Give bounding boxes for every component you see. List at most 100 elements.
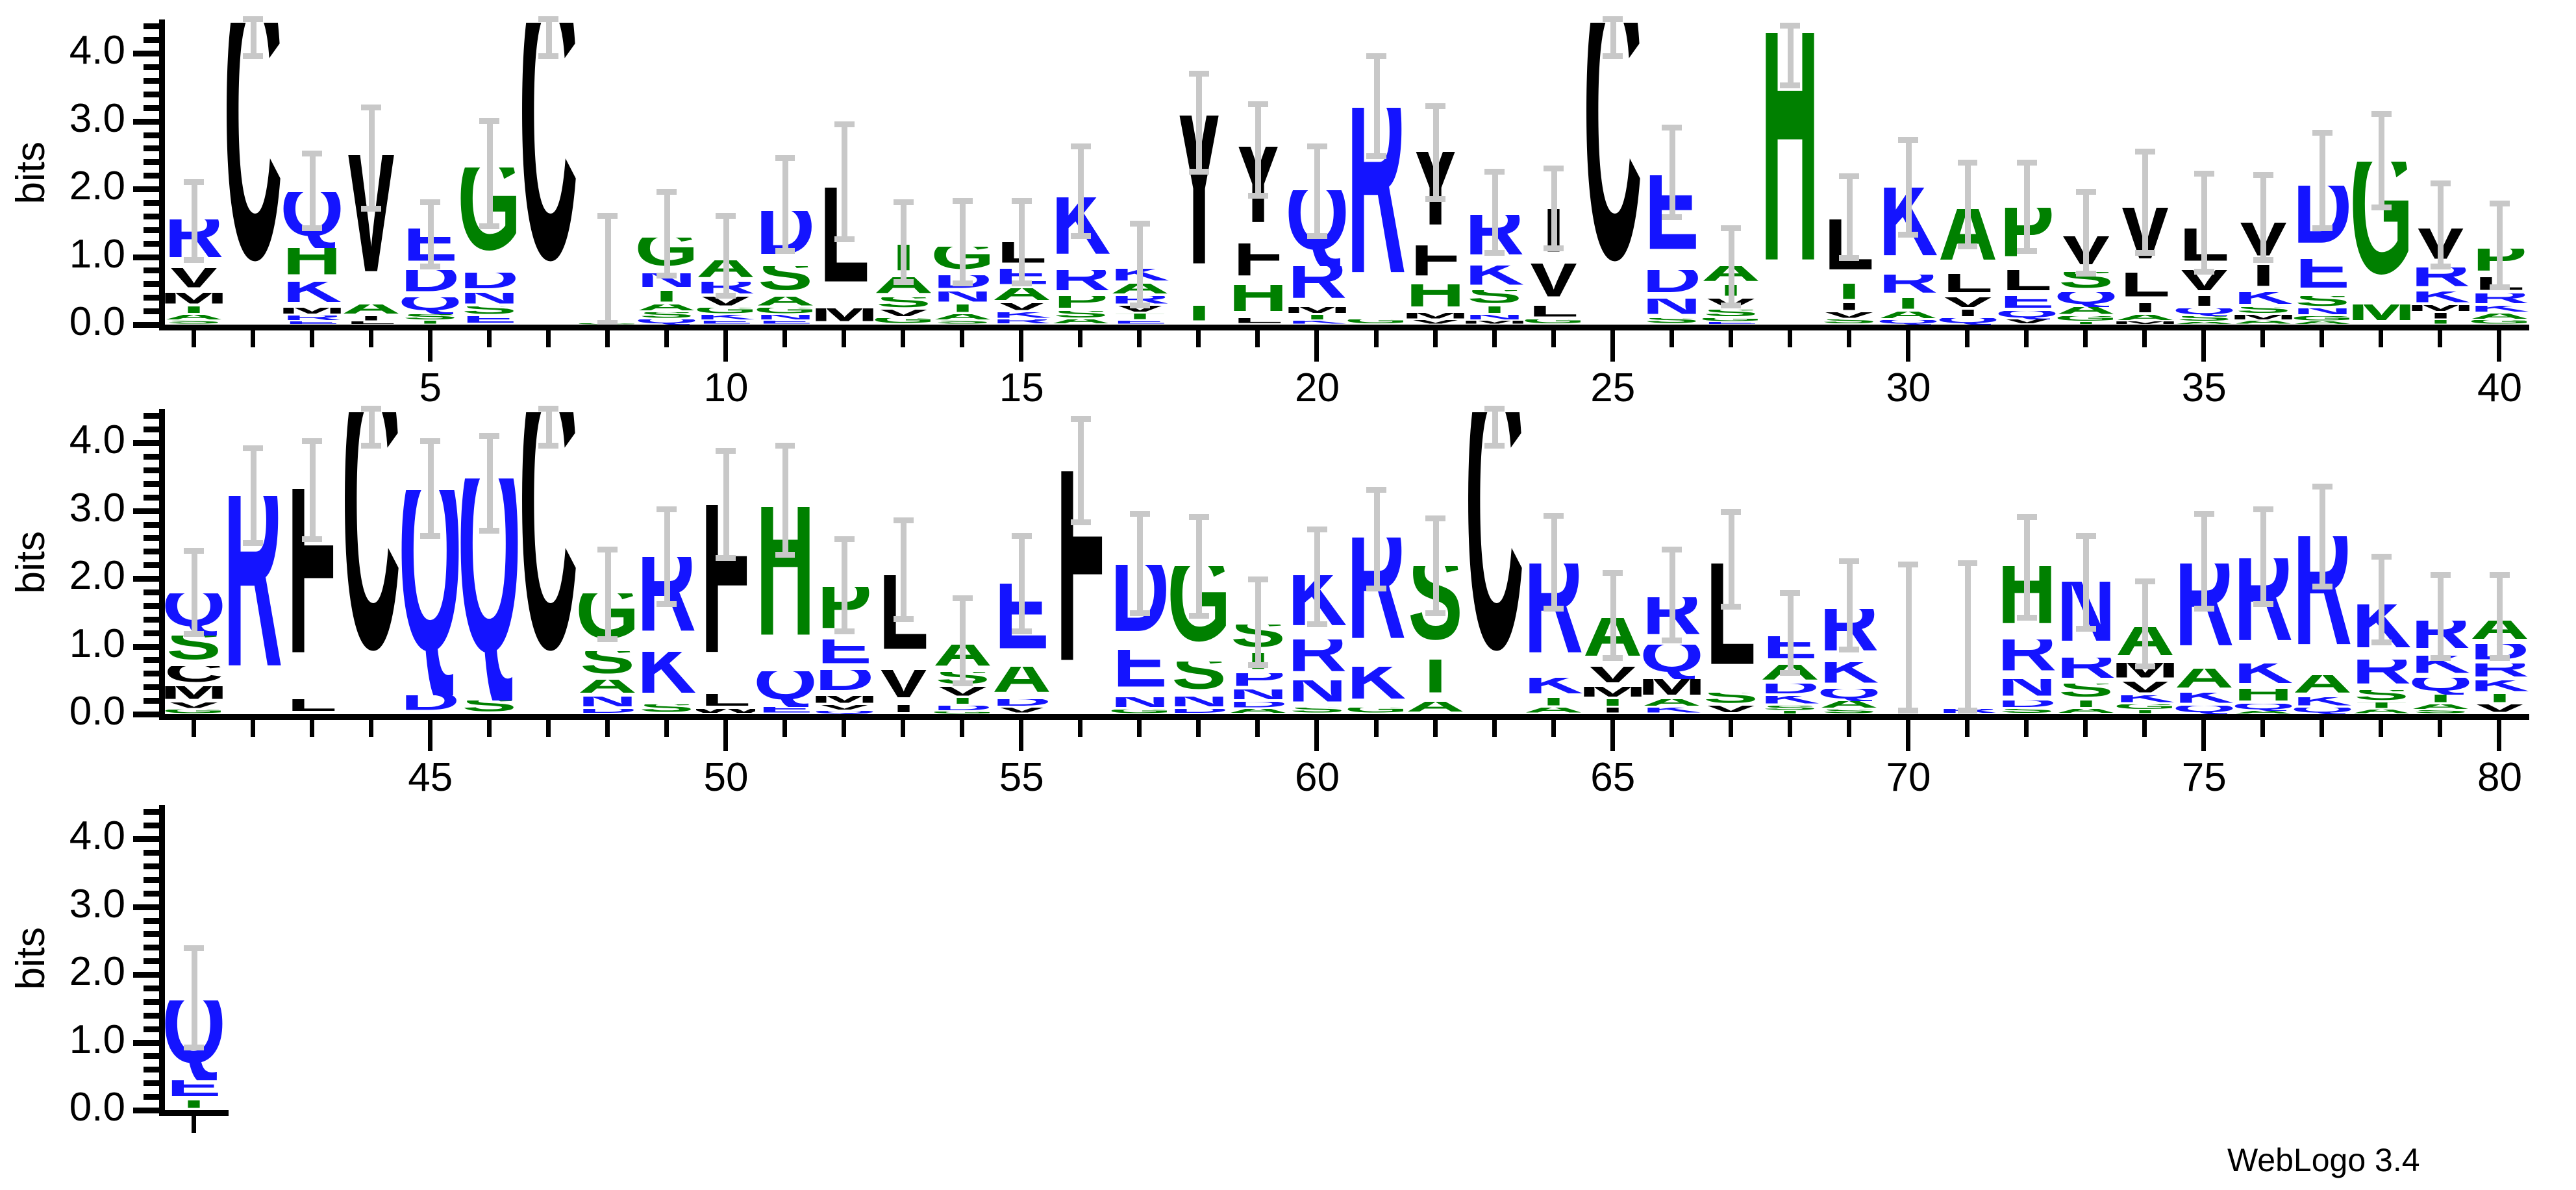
error-bar-cap [952,595,973,602]
x-tick-minor [782,330,788,347]
logo-letter: E [403,228,458,271]
logo-letter: H [1760,32,1820,325]
error-bar [2497,204,2503,288]
logo-letter: K [696,315,756,321]
error-bar [1787,593,1794,674]
logo-letter: M [2234,315,2293,320]
x-tick-major [1314,720,1319,751]
error-bar-cap [1721,225,1742,231]
y-tick-minor [144,562,159,569]
logo-letter: D [1760,684,1820,696]
error-bar-cap [2430,655,2451,662]
logo-letter: T [405,320,456,325]
error-bar-cap [1425,195,1446,202]
error-bar-cap [2371,205,2392,211]
logo-letter: Q [1997,311,2057,319]
logo-letter: S [639,312,695,319]
y-tick-major [133,508,159,514]
logo-letter: A [2174,669,2234,693]
x-tick-label: 20 [1294,366,1340,410]
logo-letter: S [757,266,813,297]
y-axis-spine [159,409,165,714]
logo-position: GVMCSQ [164,409,223,714]
error-bar [1373,56,1380,156]
logo-position: AMSKTV [2234,19,2293,325]
y-tick-major [133,186,159,193]
x-tick-minor [1551,330,1556,347]
logo-letter: E [757,320,813,325]
y-tick-label: 1.0 [69,621,125,666]
x-tick-minor [605,720,610,737]
y-tick-minor [144,494,159,501]
error-bar-cap [2489,284,2510,290]
error-bar-cap [1839,646,1860,652]
logo-letter: M [2116,321,2175,325]
x-tick-label: 65 [1590,755,1636,800]
logo-letter: D [401,270,460,298]
y-axis-label: bits [8,531,53,594]
logo-letter: G [2056,316,2116,322]
error-bar-cap [2075,189,2096,195]
logo-letter: T [2120,710,2170,714]
x-tick-major [1019,720,1024,751]
logo-letter: D [2292,185,2352,259]
logo-letter: D [932,275,992,291]
x-tick-minor [1728,330,1733,347]
logo-letter: Q [460,478,519,701]
error-bar-cap [1898,562,1919,568]
error-bar-cap [893,279,914,286]
logo-letter: V [1408,319,1463,325]
y-tick-label: 4.0 [69,28,125,73]
logo-letter: L [819,188,869,308]
error-bar [1078,419,1084,523]
error-bar-cap [361,104,382,110]
error-bar-cap [243,445,264,451]
error-bar [782,158,789,252]
error-bar [664,509,670,604]
error-bar-cap [1247,101,1268,107]
logo-letter: A [2470,620,2529,645]
logo-letter: L [878,575,929,671]
logo-letter: G [1524,319,1584,325]
logo-letter: V [1999,319,2055,325]
error-bar-cap [1129,510,1150,517]
logo-letter: R [1051,270,1110,297]
logo-letter: K [2351,604,2411,660]
logo-position: TGKVMA [2116,409,2175,714]
logo-position: H [1760,19,1819,325]
error-bar-cap [1307,233,1327,240]
y-tick-minor [144,850,159,856]
error-bar-cap [2253,172,2273,179]
logo-letter: R [2410,267,2470,291]
error-bar-cap [1721,603,1742,610]
logo-letter: A [873,277,933,298]
error-bar-cap [1129,302,1150,308]
y-tick-label: 3.0 [69,881,125,926]
error-bar-cap [2075,270,2096,277]
error-bar-cap [538,406,559,412]
logo-letter: P [1053,296,1108,312]
logo-letter: R [1347,107,1407,319]
x-tick-minor [486,330,492,347]
logo-letter: A [932,645,992,673]
logo-letter: A [2233,710,2293,714]
logo-letter: D [460,272,519,293]
logo-letter: G [1110,709,1169,714]
x-tick-label: 15 [999,366,1044,410]
logo-letter: Q [2233,704,2293,711]
x-tick-minor [2024,330,2029,347]
logo-letter: A [1879,312,1938,320]
logo-letter: K [2470,680,2529,694]
error-bar-cap [1484,250,1505,256]
error-bar-cap [1780,82,1801,89]
logo-letter: H [2233,689,2293,704]
logo-letter: I [1897,710,1920,714]
error-bar-cap [420,264,441,270]
